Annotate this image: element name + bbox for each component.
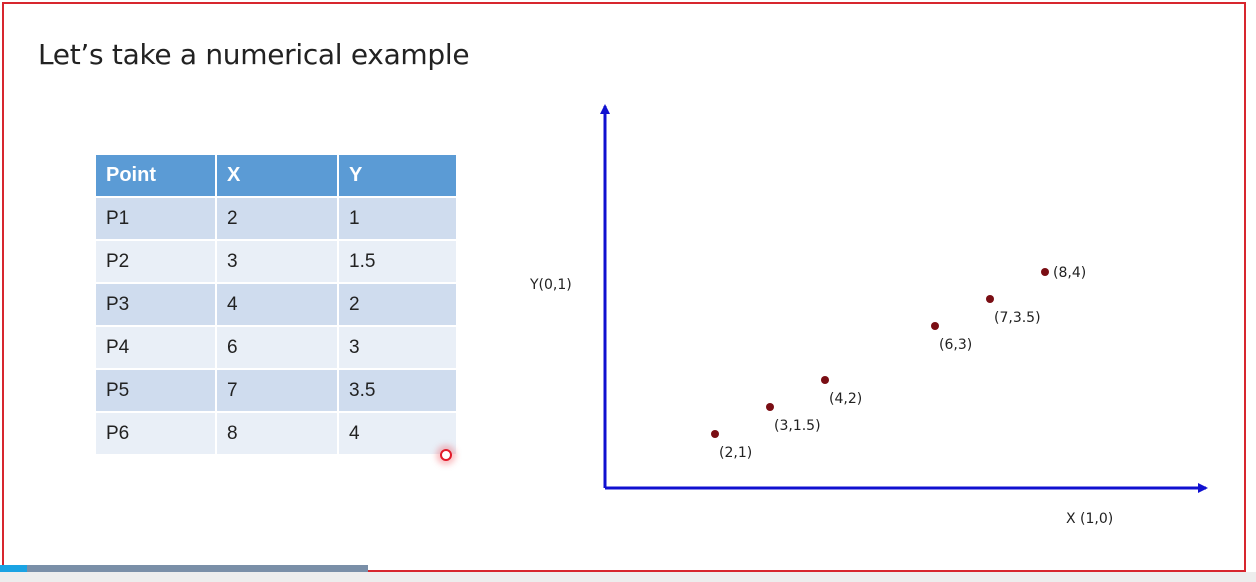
cell-x: 4 xyxy=(217,284,337,325)
cell-x: 3 xyxy=(217,241,337,282)
cell-x: 2 xyxy=(217,198,337,239)
cell-x: 6 xyxy=(217,327,337,368)
table-row: P1 2 1 xyxy=(96,198,456,239)
table-header-row: Point X Y xyxy=(96,155,456,196)
cell-y: 3.5 xyxy=(339,370,456,411)
scatter-point xyxy=(711,430,719,438)
scatter-point xyxy=(766,403,774,411)
table-row: P5 7 3.5 xyxy=(96,370,456,411)
cell-x: 7 xyxy=(217,370,337,411)
slide-title: Let’s take a numerical example xyxy=(38,38,470,71)
y-axis-label: Y(0,1) xyxy=(529,277,572,293)
cell-y: 3 xyxy=(339,327,456,368)
scatter-point xyxy=(986,295,994,303)
point-label: (2,1) xyxy=(719,445,752,461)
point-label: (4,2) xyxy=(829,391,862,407)
point-label: (8,4) xyxy=(1053,265,1086,281)
pointer-cursor xyxy=(440,449,452,461)
cell-point: P2 xyxy=(96,241,215,282)
video-progress-fill xyxy=(0,565,28,572)
cell-x: 8 xyxy=(217,413,337,454)
cell-y: 2 xyxy=(339,284,456,325)
cell-point: P5 xyxy=(96,370,215,411)
slide-frame xyxy=(2,2,1246,572)
cell-point: P1 xyxy=(96,198,215,239)
scatter-point xyxy=(821,376,829,384)
x-axis-label: X (1,0) xyxy=(1066,511,1113,527)
player-bottom-bar xyxy=(0,572,1256,582)
point-label: (3,1.5) xyxy=(774,418,821,434)
table-row: P4 6 3 xyxy=(96,327,456,368)
table-row: P6 8 4 xyxy=(96,413,456,454)
cell-y: 1.5 xyxy=(339,241,456,282)
header-y: Y xyxy=(339,155,456,196)
cell-point: P4 xyxy=(96,327,215,368)
table-row: P2 3 1.5 xyxy=(96,241,456,282)
cell-point: P6 xyxy=(96,413,215,454)
cell-y: 1 xyxy=(339,198,456,239)
header-x: X xyxy=(217,155,337,196)
video-progress-track[interactable] xyxy=(0,565,368,572)
points-table: Point X Y P1 2 1 P2 3 1.5 P3 4 2 P4 6 3 … xyxy=(94,153,458,456)
scatter-point xyxy=(931,322,939,330)
point-label: (7,3.5) xyxy=(994,310,1041,326)
scatter-point xyxy=(1041,268,1049,276)
header-point: Point xyxy=(96,155,215,196)
table-row: P3 4 2 xyxy=(96,284,456,325)
cell-point: P3 xyxy=(96,284,215,325)
cell-y: 4 xyxy=(339,413,456,454)
point-label: (6,3) xyxy=(939,337,972,353)
